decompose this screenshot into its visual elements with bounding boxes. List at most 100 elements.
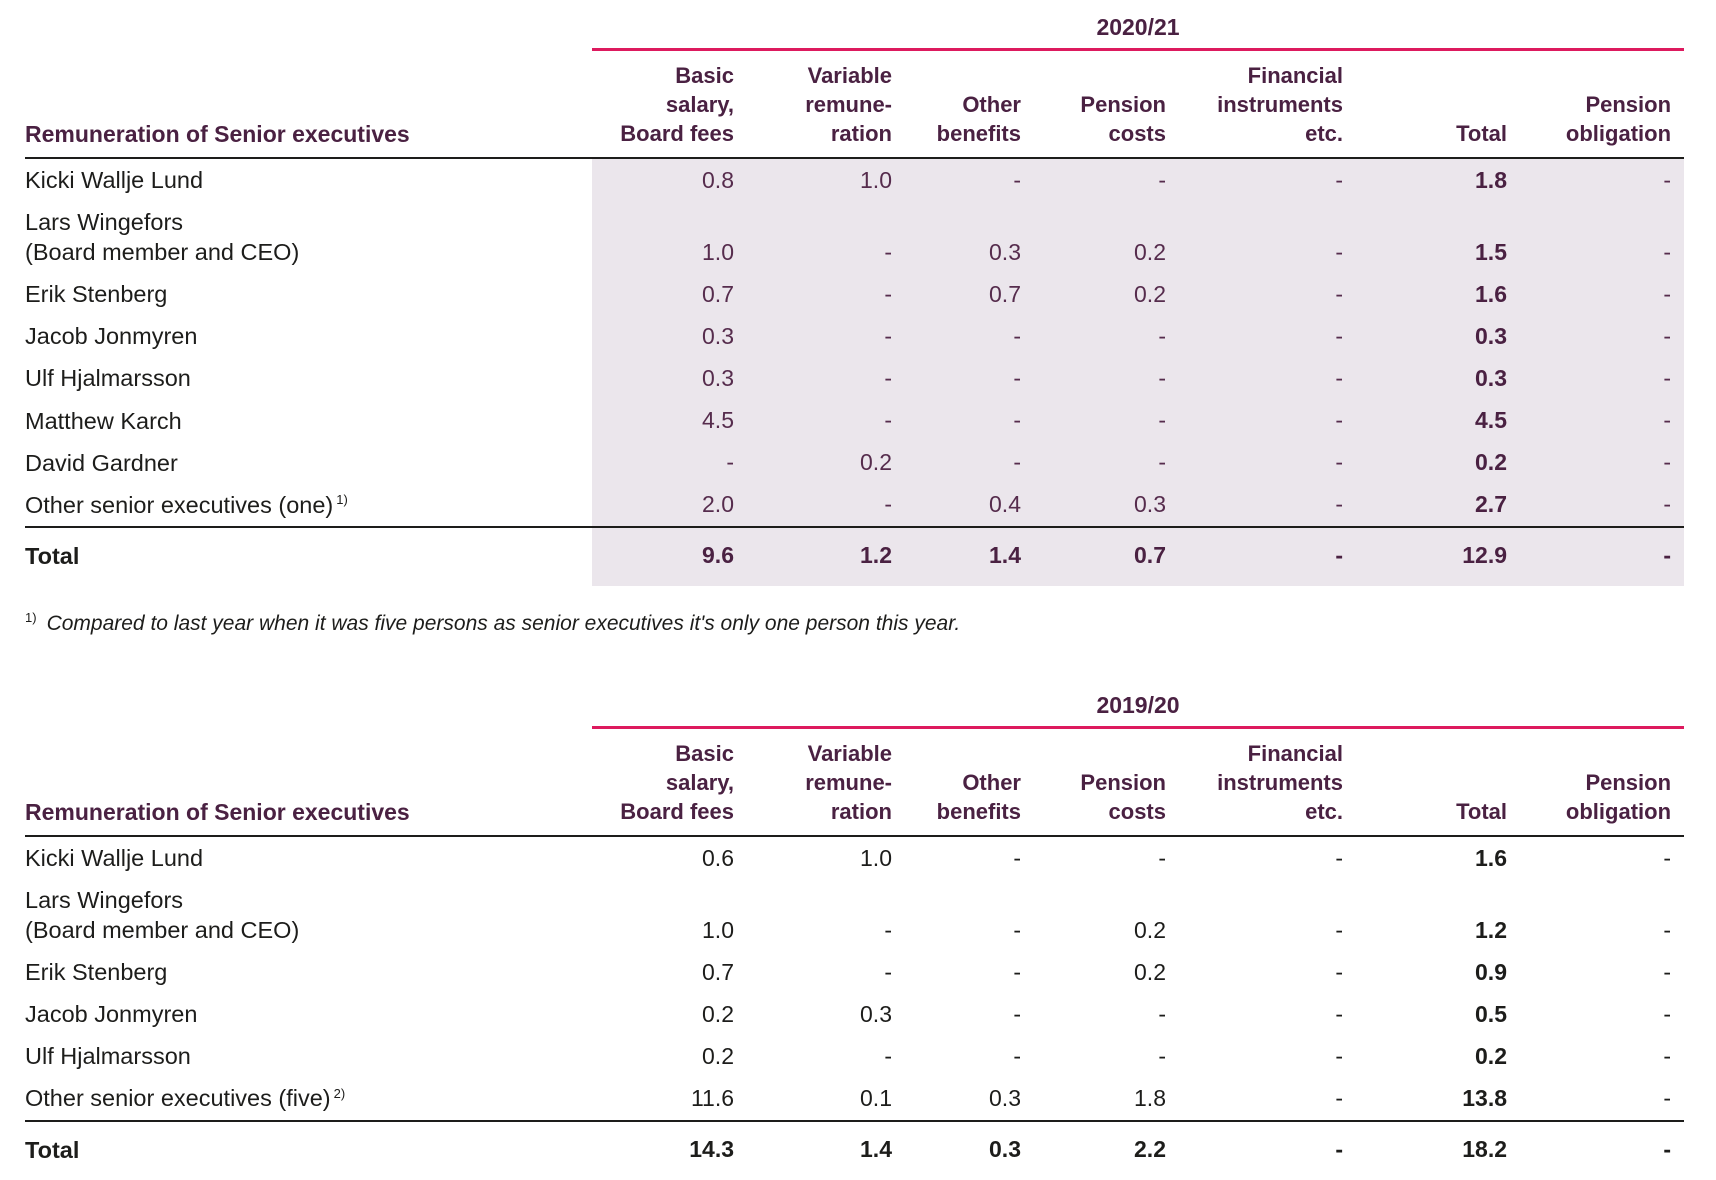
- total-value-cell: -: [1520, 525, 1685, 586]
- executive-name-cell: Kicki Wallje Lund: [25, 158, 592, 201]
- footnote-marker: 2): [333, 1085, 346, 1101]
- column-header-line: Variable: [807, 740, 892, 766]
- value-cell: 0.7: [592, 273, 747, 316]
- total-value-cell: -: [1520, 1119, 1685, 1180]
- value-cell: -: [592, 441, 747, 484]
- row-header-label: Remuneration of Senior executives: [25, 798, 410, 825]
- executive-name-cell: Kicki Wallje Lund: [25, 836, 592, 879]
- executive-name: David Gardner: [25, 449, 178, 476]
- value-cell: 0.6: [702, 844, 734, 871]
- value-cell: -: [1158, 1043, 1166, 1069]
- value-cell: -: [1013, 958, 1021, 985]
- table-row: Erik Stenberg 0.7-0.7 0.2-1.6-: [25, 273, 1685, 316]
- value-cell: -: [1335, 844, 1343, 871]
- value-cell: 0.3: [592, 315, 747, 358]
- column-header: Other benefits: [905, 49, 1034, 160]
- column-header-line: benefits: [936, 798, 1021, 824]
- executive-name: Jacob Jonmyren: [25, 1001, 198, 1028]
- value-cell: -: [747, 201, 905, 274]
- value-cell: -: [884, 958, 892, 985]
- value-cell: 11.6: [690, 1085, 734, 1112]
- executive-name-cell: Other senior executives (five) 2): [25, 1077, 592, 1120]
- value-cell: 0.2: [747, 441, 905, 484]
- value-cell: -: [747, 483, 905, 527]
- value-cell: -: [1520, 357, 1685, 400]
- table-row: Erik Stenberg 0.7 - - 0.2 - 0.9 -: [25, 951, 1684, 993]
- value-cell: 0.9: [1475, 958, 1507, 985]
- value-cell: 1.0: [702, 916, 734, 943]
- row-header-cell: Remuneration of Senior executives: [25, 727, 592, 837]
- table-row: David Gardner -0.2- - -0.2-: [25, 441, 1685, 484]
- value-cell: -: [747, 273, 905, 316]
- value-cell: 0.3: [1356, 357, 1520, 400]
- value-cell: -: [1520, 201, 1685, 274]
- column-header: Total: [1356, 727, 1520, 837]
- value-cell: 0.2: [702, 1043, 734, 1069]
- year-label: 2020/21: [1096, 14, 1180, 40]
- value-cell: -: [1013, 1043, 1021, 1069]
- value-cell: -: [884, 916, 892, 943]
- total-row: Total 9.6 1.2 1.4 0.7-12.9-: [25, 525, 1685, 586]
- value-cell: -: [1663, 916, 1672, 943]
- total-value-cell: 0.7: [1034, 525, 1179, 586]
- column-header-line: Other: [962, 92, 1021, 118]
- column-header-line: remune-: [805, 92, 892, 118]
- value-cell: -: [1520, 483, 1685, 527]
- column-header-row: Remuneration of Senior executives Basic sa…: [25, 49, 1685, 160]
- value-cell: -: [1335, 1085, 1343, 1112]
- value-cell: 0.2: [1475, 1043, 1507, 1069]
- value-cell: 0.3: [1034, 483, 1179, 527]
- executive-name-line: Lars Wingefors: [25, 887, 184, 914]
- value-cell: -: [1158, 1000, 1166, 1027]
- column-header: Pension obligation: [1520, 727, 1685, 837]
- total-value-cell: 1.2: [747, 525, 905, 586]
- footnote-marker: 1): [25, 609, 37, 625]
- column-header-line: costs: [1108, 121, 1166, 147]
- value-cell: -: [1179, 315, 1356, 358]
- executive-name-line: (Board member and CEO): [25, 917, 300, 944]
- value-cell: 1.6: [1475, 844, 1507, 871]
- table-header: 2019/20 Remuneration of Senior executives…: [25, 691, 1685, 837]
- column-header: Basic salary, Board fees: [592, 49, 747, 160]
- value-cell: 0.3: [1356, 315, 1520, 358]
- value-cell: -: [1335, 1000, 1343, 1027]
- table-row: Lars Wingefors (Board member and CEO) 1.0-…: [25, 201, 1685, 274]
- total-label: Total: [25, 542, 80, 569]
- total-value-cell: 2.2: [1034, 1119, 1179, 1180]
- column-header-line: Financial: [1247, 740, 1343, 766]
- table-row: Jacob Jonmyren 0.3- - - -0.3-: [25, 315, 1685, 358]
- row-header-label: Remuneration of Senior executives: [25, 121, 410, 148]
- value-cell: 1.2: [1475, 916, 1507, 943]
- executive-name-cell: Other senior executives (one) 1): [25, 484, 592, 527]
- table-row: Jacob Jonmyren 0.2 0.3 - - - 0.5 -: [25, 993, 1684, 1035]
- value-cell: 0.3: [860, 1000, 892, 1027]
- table-header: 2020/21 Remuneration of Senior executives…: [25, 14, 1685, 160]
- value-cell: 0.3: [989, 1085, 1021, 1112]
- executive-name-cell: Lars Wingefors (Board member and CEO): [25, 879, 592, 951]
- value-cell: 0.2: [1034, 273, 1179, 316]
- executive-name-cell: Erik Stenberg: [25, 273, 592, 315]
- column-header-line: ration: [830, 121, 892, 147]
- total-value-cell: 14.3: [592, 1119, 747, 1180]
- value-cell: 0.2: [1134, 916, 1166, 943]
- total-value-cell: -: [1179, 1119, 1356, 1180]
- table-row: Other senior executives (one) 1) 2.0-0.4 0.…: [25, 483, 1685, 527]
- total-value-cell: 1.4: [747, 1119, 905, 1180]
- remuneration-table: 2020/21 Remuneration of Senior executives…: [25, 14, 1685, 586]
- column-header-line: Total: [1456, 798, 1507, 824]
- value-cell: -: [1179, 158, 1356, 202]
- table-body: Kicki Wallje Lund 0.6 1.0 - - - 1.6 - Lars Winge…: [25, 836, 1685, 1180]
- column-header-line: obligation: [1565, 798, 1672, 824]
- value-cell: -: [1520, 158, 1685, 202]
- executive-name-line: (Board member and CEO): [25, 239, 300, 266]
- column-header-line: Basic: [675, 740, 734, 766]
- executive-name-cell: Matthew Karch: [25, 400, 592, 442]
- value-cell: -: [1034, 158, 1179, 202]
- value-cell: -: [1179, 357, 1356, 400]
- column-header-line: obligation: [1565, 121, 1672, 147]
- column-header-line: costs: [1108, 798, 1166, 824]
- table-row: Kicki Wallje Lund 0.8 1.0- - -1.8-: [25, 158, 1685, 202]
- column-header-line: benefits: [936, 121, 1021, 147]
- executive-name-cell: Erik Stenberg: [25, 951, 592, 993]
- value-cell: -: [1179, 441, 1356, 484]
